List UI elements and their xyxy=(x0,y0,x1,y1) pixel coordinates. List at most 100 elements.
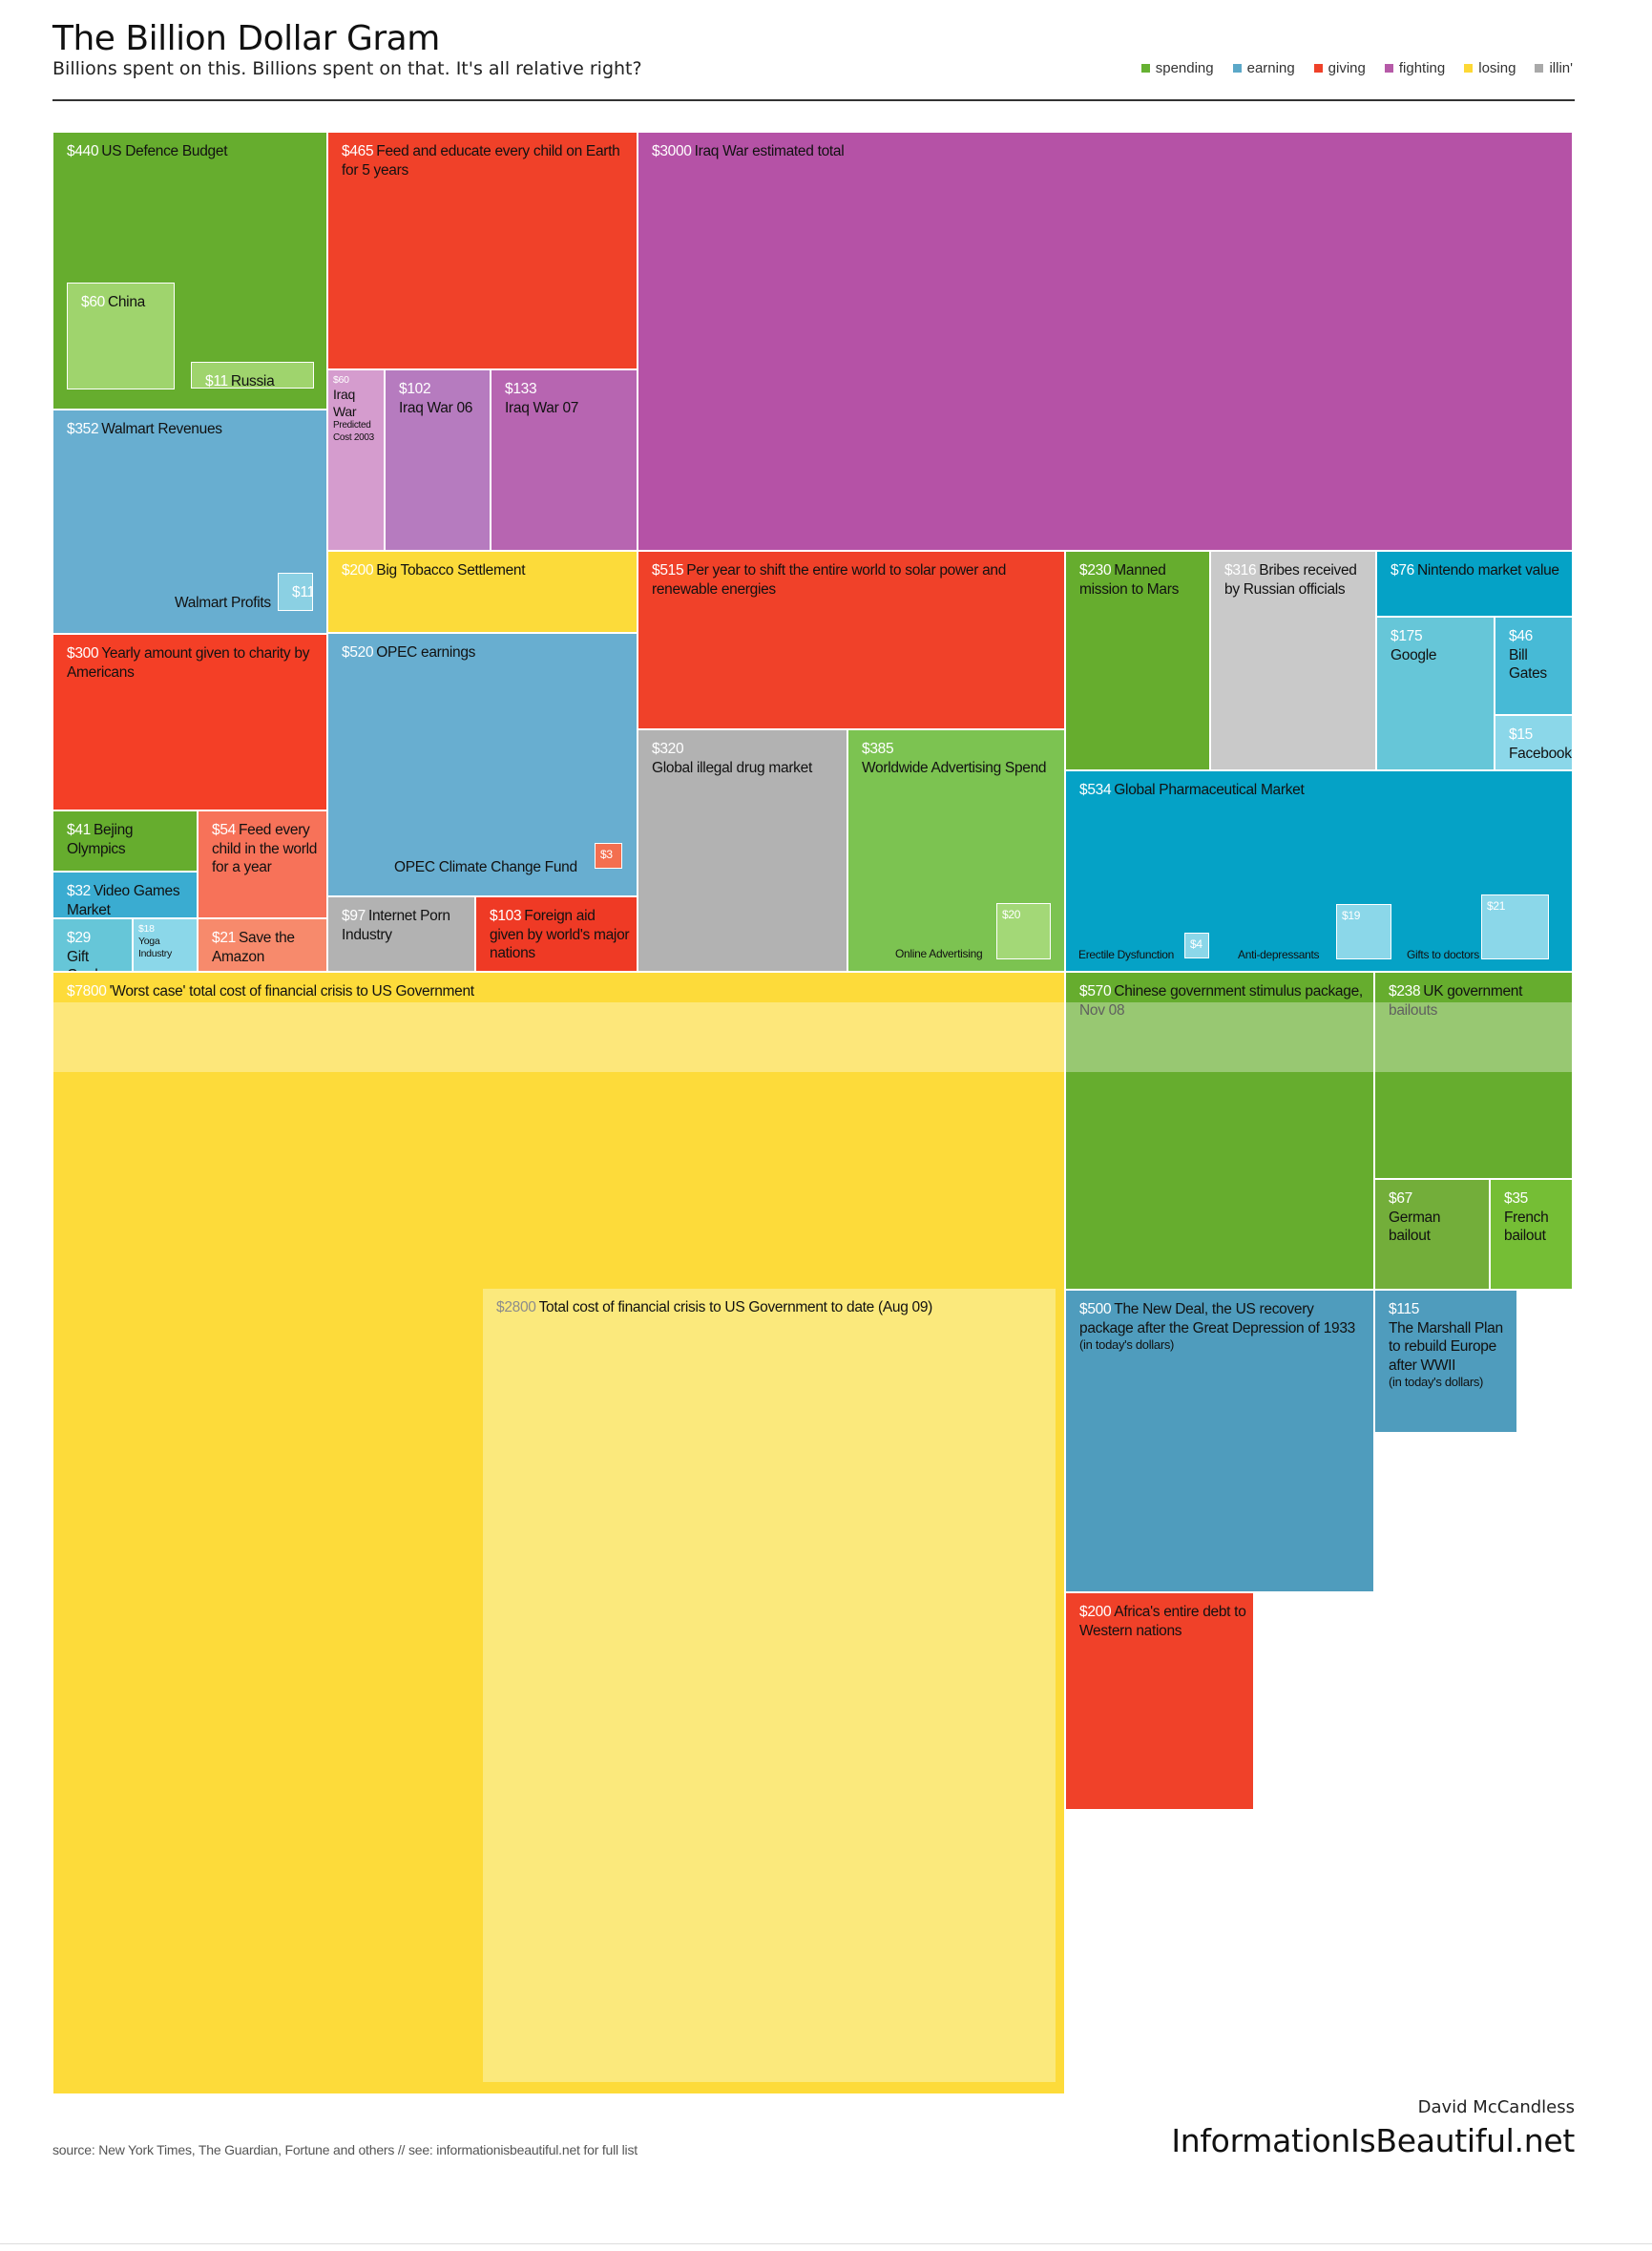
tile-label: $316 Bribes received by Russian officials xyxy=(1224,561,1370,599)
tile-value: $54 xyxy=(212,822,236,838)
tile-label: $520 OPEC earnings xyxy=(342,643,631,663)
treemap-tile: $15 Facebook xyxy=(1495,715,1573,770)
treemap-tile: $515 Per year to shift the entire world t… xyxy=(638,551,1065,729)
tile-value: $97 xyxy=(342,908,366,924)
tile-label: $352 Walmart Revenues xyxy=(67,420,321,439)
tile-label: $60 China xyxy=(81,293,168,312)
tile-label: $4 xyxy=(1190,937,1202,952)
treemap-tile: $2800 Total cost of financial crisis to U… xyxy=(483,1289,1056,2082)
legend-label: fighting xyxy=(1398,60,1446,76)
tile-label: $534 Global Pharmaceutical Market xyxy=(1079,781,1566,800)
page-title: The Billion Dollar Gram xyxy=(52,19,440,58)
treemap-tile: $60 China xyxy=(67,283,175,389)
tile-name: Nintendo market value xyxy=(1416,562,1559,579)
tile-label: $32 Video Games Market xyxy=(67,882,191,917)
tile-label: $11 Russia xyxy=(205,372,307,389)
legend-label: earning xyxy=(1246,60,1295,76)
tile-name: Big Tobacco Settlement xyxy=(376,562,526,579)
tile-value: $32 xyxy=(67,883,91,899)
legend: spending earning giving fighting losing illin… xyxy=(1140,60,1573,76)
tile-name: Bribes received by Russian officials xyxy=(1224,562,1357,598)
tile-label: $102 Iraq War 06 xyxy=(399,380,484,417)
treemap-tile: $97 Internet Porn Industry xyxy=(327,896,475,972)
tile-name: Iraq War xyxy=(333,387,357,419)
tile-value: $515 xyxy=(652,562,684,579)
header-divider xyxy=(52,99,1575,101)
tile-label: $2800 Total cost of financial crisis to U… xyxy=(496,1298,1050,1317)
tile-value: $3000 xyxy=(652,143,692,159)
tile-label: $515 Per year to shift the entire world t… xyxy=(652,561,1058,599)
tile-note: (in today's dollars) xyxy=(1079,1337,1175,1353)
tile-value: $3 xyxy=(600,848,613,861)
treemap-tile: $3 xyxy=(595,843,622,869)
treemap-tile: $11 xyxy=(278,573,313,611)
tile-value: $67 xyxy=(1389,1190,1412,1207)
tile-label: $200 Big Tobacco Settlement xyxy=(342,561,631,580)
tile-label: $385 Worldwide Advertising Spend xyxy=(862,740,1058,777)
legend-item: spending xyxy=(1140,60,1214,76)
treemap-tile: $200 Big Tobacco Settlement xyxy=(327,551,638,633)
tile-label: $465 Feed and educate every child on Eart… xyxy=(342,142,631,179)
tile-value: $11 xyxy=(205,373,228,389)
legend-swatch xyxy=(1313,64,1323,73)
tile-name: Bejing Olympics xyxy=(67,822,134,857)
legend-item: earning xyxy=(1232,60,1295,76)
tile-name: Iraq War estimated total xyxy=(694,143,845,159)
tile-name: Erectile Dysfunction xyxy=(1078,948,1175,961)
treemap-tile: $534 Global Pharmaceutical Market xyxy=(1065,770,1573,972)
tile-value: $7800 xyxy=(67,983,107,999)
tile-value: $21 xyxy=(212,930,236,946)
tile-label: $440 US Defence Budget xyxy=(67,142,321,161)
source-note: source: New York Times, The Guardian, Fo… xyxy=(52,2142,638,2157)
treemap-tile: $103 Foreign aid given by world's major n… xyxy=(475,896,638,972)
tile-name: Walmart Revenues xyxy=(101,421,222,437)
treemap-tile: $7800 'Worst case' total cost of financia… xyxy=(52,972,1065,2094)
tile-name: Save the Amazon xyxy=(212,930,295,965)
tile-name: Global Pharmaceutical Market xyxy=(1114,782,1305,798)
tile-value: $115 xyxy=(1389,1301,1420,1317)
tile-label: $97 Internet Porn Industry xyxy=(342,907,469,944)
tile-name: Gift Cards xyxy=(67,948,105,971)
tile-name: Total cost of financial crisis to US Gov… xyxy=(538,1299,933,1315)
legend-item: giving xyxy=(1313,60,1366,76)
tile-label: $133 Iraq War 07 xyxy=(505,380,631,417)
tile-name: Feed every child in the world for a year xyxy=(212,822,318,876)
tile-name: The New Deal, the US recovery package af… xyxy=(1079,1301,1355,1336)
tile-name: Bill Gates xyxy=(1509,646,1547,683)
tile-value: $238 xyxy=(1389,983,1421,999)
tile-label: $46 Bill Gates xyxy=(1509,627,1566,684)
tile-value: $500 xyxy=(1079,1301,1112,1317)
tile-value: $200 xyxy=(342,562,374,579)
tile-name: Gifts to doctors xyxy=(1407,948,1479,961)
tile-label: $76 Nintendo market value xyxy=(1391,561,1566,580)
tile-value: $46 xyxy=(1509,628,1533,644)
tile-name: Walmart Profits xyxy=(175,595,271,611)
tile-value: $133 xyxy=(505,381,537,397)
tile-label: $103 Foreign aid given by world's major n… xyxy=(490,907,631,963)
author-credit: David McCandless xyxy=(1417,2097,1575,2117)
legend-swatch xyxy=(1384,64,1393,73)
legend-swatch xyxy=(1232,64,1242,73)
tile-label: $19 xyxy=(1342,909,1385,923)
treemap-tile: $60 Iraq War Predicted Cost 2003 xyxy=(327,369,385,551)
treemap-tile: $18 Yoga Industry xyxy=(133,918,198,972)
treemap-tile: $76 Nintendo market value xyxy=(1376,551,1573,617)
tile-name: Google xyxy=(1391,646,1437,663)
tile-label: $3 xyxy=(600,848,616,862)
treemap-tile: $133 Iraq War 07 xyxy=(491,369,638,551)
treemap-tile: $200 Africa's entire debt to Western nati… xyxy=(1065,1592,1254,1810)
tile-label: $3000 Iraq War estimated total xyxy=(652,142,1566,161)
tile-value: $29 xyxy=(67,930,91,946)
tile-label: $67 German bailout xyxy=(1389,1189,1483,1246)
tile-label: $29 Gift Cards xyxy=(67,929,126,971)
treemap-tile: $20 xyxy=(996,903,1051,959)
tile-name: Facebook xyxy=(1509,745,1572,762)
legend-label: illin' xyxy=(1549,60,1573,76)
tile-name: Per year to shift the entire world to so… xyxy=(652,562,1007,598)
tile-name: Yearly amount given to charity by Americ… xyxy=(67,645,310,681)
treemap-tile: $465 Feed and educate every child on Eart… xyxy=(327,132,638,369)
tile-name: French bailout xyxy=(1504,1209,1549,1245)
tile-name: Anti-depressants xyxy=(1238,948,1320,961)
tile-name: OPEC earnings xyxy=(376,644,476,661)
legend-label: giving xyxy=(1328,60,1366,76)
